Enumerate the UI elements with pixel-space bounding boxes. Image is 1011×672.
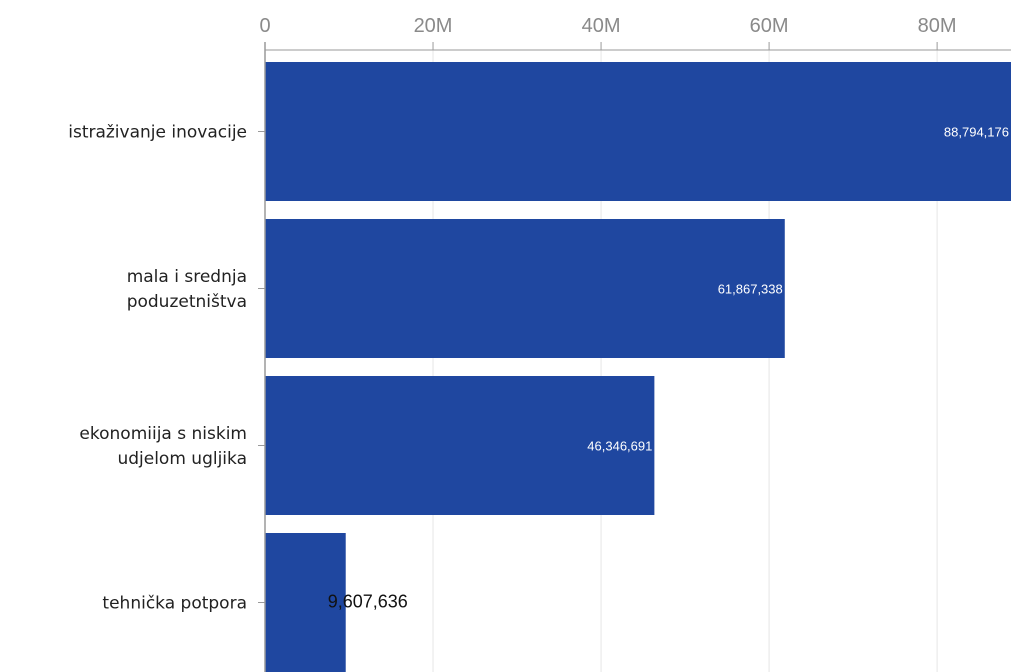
data-labels: 88,794,176 61,867,338 46,346,691 9,607,636 [328,125,1009,612]
x-tick-labels: 0 20M 40M 60M 80M [259,15,956,37]
axes [258,42,1011,672]
category-label-line: ekonomiija s niskim [79,424,247,444]
category-labels: istraživanje inovacije mala i srednja podu… [68,123,247,614]
category-label: ekonomiija s niskim udjelom ugljika [79,424,247,469]
category-label-line: mala i srednja [127,267,247,287]
bar [265,219,785,358]
category-label: tehnička potpora [102,594,247,614]
category-label-line: istraživanje inovacije [68,123,247,143]
x-tick-label: 20M [414,15,453,37]
category-label-line: udjelom ugljika [117,449,247,469]
x-tick-label: 40M [582,15,621,37]
bar [265,533,346,672]
category-label: mala i srednja poduzetništva [127,267,247,312]
data-label: 46,346,691 [587,439,652,454]
bar [265,62,1011,201]
x-tick-label: 0 [259,15,270,37]
bars [265,62,1011,672]
category-label: istraživanje inovacije [68,123,247,143]
data-label: 88,794,176 [944,125,1009,140]
x-tick-label: 80M [918,15,957,37]
category-label-line: tehnička potpora [102,594,247,614]
category-label-line: poduzetništva [127,292,247,312]
data-label: 9,607,636 [328,592,408,612]
x-tick-label: 60M [750,15,789,37]
bar [265,376,655,515]
data-label: 61,867,338 [718,282,783,297]
